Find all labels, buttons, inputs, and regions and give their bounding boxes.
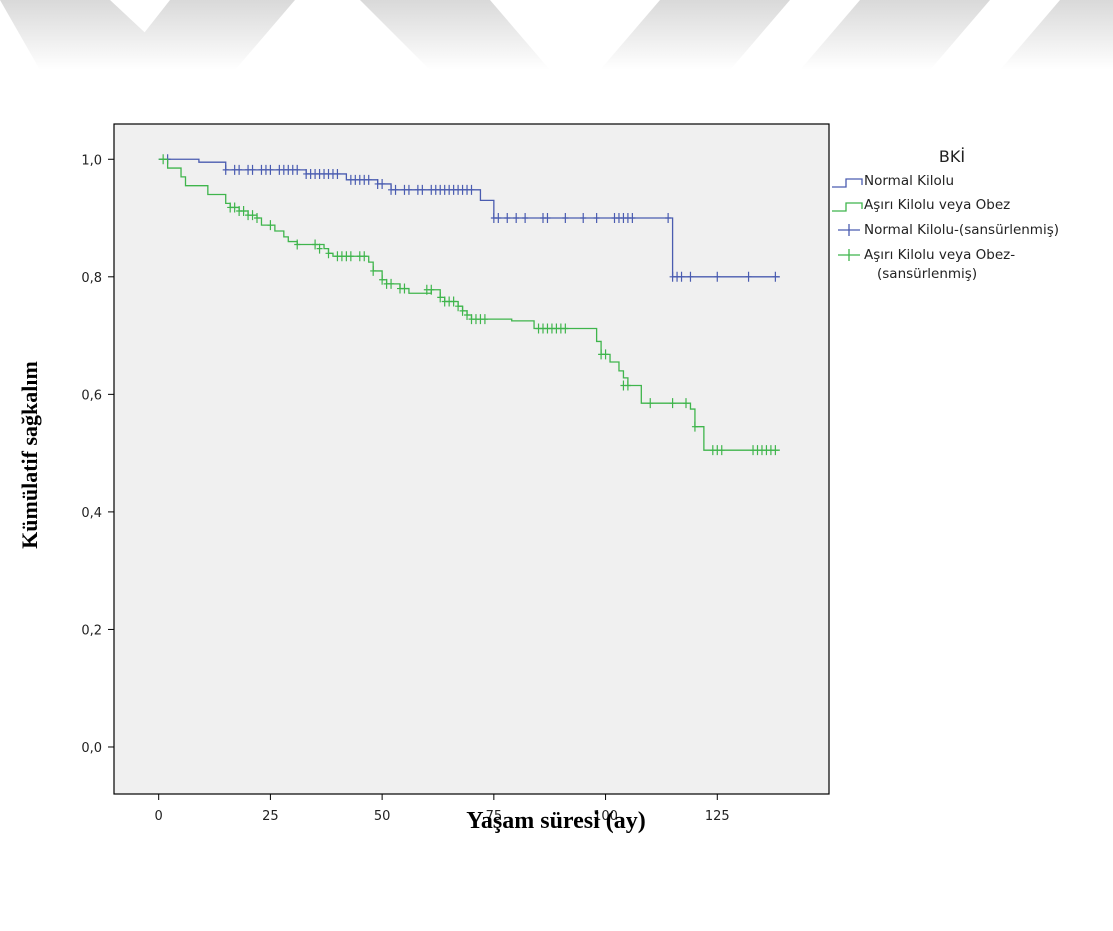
censor-mark-normal-kilolu bbox=[294, 164, 301, 175]
censor-mark-normal-kilolu bbox=[495, 213, 502, 224]
censor-mark-normal-kilolu bbox=[504, 213, 511, 224]
censor-mark-normal-kilolu bbox=[222, 164, 229, 175]
censor-mark-asiri-kilolu-veya-obez bbox=[455, 301, 462, 312]
x-tick-label: 0 bbox=[155, 809, 163, 824]
censor-mark-normal-kilolu bbox=[392, 184, 399, 195]
x-tick-label: 25 bbox=[262, 809, 279, 824]
x-axis-label: Yaşam süresi (ay) bbox=[466, 808, 646, 834]
x-tick-label: 100 bbox=[593, 809, 618, 824]
legend-line-swatch bbox=[832, 202, 863, 212]
censor-mark-asiri-kilolu-veya-obez bbox=[691, 421, 698, 432]
censor-mark-asiri-kilolu-veya-obez bbox=[379, 274, 386, 285]
censor-mark-asiri-kilolu-veya-obez bbox=[240, 205, 247, 216]
censor-mark-normal-kilolu bbox=[236, 164, 243, 175]
legend-entry-label-line2: (sansürlenmiş) bbox=[877, 266, 977, 282]
legend-line-swatch bbox=[832, 178, 863, 188]
legend-entry-label: Normal Kilolu bbox=[864, 173, 954, 189]
y-tick-label: 0,6 bbox=[81, 388, 102, 403]
censor-mark-normal-kilolu bbox=[678, 271, 685, 282]
censor-mark-normal-kilolu bbox=[745, 271, 752, 282]
censor-mark-asiri-kilolu-veya-obez bbox=[388, 278, 395, 289]
censor-mark-asiri-kilolu-veya-obez bbox=[464, 310, 471, 321]
censor-mark-asiri-kilolu-veya-obez bbox=[450, 296, 457, 307]
censor-mark-asiri-kilolu-veya-obez bbox=[231, 202, 238, 213]
censor-mark-normal-kilolu bbox=[714, 271, 721, 282]
censor-mark-normal-kilolu bbox=[379, 178, 386, 189]
y-tick-label: 0,8 bbox=[81, 271, 102, 286]
censor-mark-normal-kilolu bbox=[365, 174, 372, 185]
censor-mark-asiri-kilolu-veya-obez bbox=[647, 398, 654, 409]
censor-mark-asiri-kilolu-veya-obez bbox=[312, 239, 319, 250]
censor-mark-asiri-kilolu-veya-obez bbox=[316, 243, 323, 254]
censor-mark-asiri-kilolu-veya-obez bbox=[459, 305, 466, 316]
censor-mark-normal-kilolu bbox=[249, 164, 256, 175]
chart-legend: BKİ Normal Kilolu Aşırı Kilolu veya Obez No… bbox=[832, 147, 1059, 282]
background-watermark-stripes bbox=[0, 0, 1113, 70]
y-tick-label: 1,0 bbox=[81, 153, 102, 168]
censor-mark-normal-kilolu bbox=[522, 213, 529, 224]
censor-mark-normal-kilolu bbox=[405, 184, 412, 195]
censor-mark-normal-kilolu bbox=[544, 213, 551, 224]
plot-area bbox=[113, 123, 830, 795]
legend-censor-swatch bbox=[838, 249, 860, 261]
censor-mark-normal-kilolu bbox=[419, 184, 426, 195]
censor-mark-asiri-kilolu-veya-obez bbox=[267, 220, 274, 231]
legend-censor-swatch bbox=[838, 224, 860, 236]
censor-mark-asiri-kilolu-veya-obez bbox=[481, 314, 488, 325]
censor-mark-asiri-kilolu-veya-obez bbox=[249, 210, 256, 221]
censor-mark-normal-kilolu bbox=[665, 213, 672, 224]
y-axis-label: Kümülatif sağkalım bbox=[17, 361, 42, 549]
chart-series-layer bbox=[158, 154, 780, 456]
y-tick-label: 0,4 bbox=[81, 506, 102, 521]
x-tick-label: 75 bbox=[486, 809, 503, 824]
censor-mark-normal-kilolu bbox=[687, 271, 694, 282]
x-tick-label: 125 bbox=[705, 809, 730, 824]
y-tick-label: 0,2 bbox=[81, 623, 102, 638]
censor-mark-asiri-kilolu-veya-obez bbox=[718, 445, 725, 456]
censor-mark-asiri-kilolu-veya-obez bbox=[347, 251, 354, 262]
legend-title: BKİ bbox=[939, 147, 965, 166]
x-tick-label: 50 bbox=[374, 809, 391, 824]
censor-mark-asiri-kilolu-veya-obez bbox=[294, 239, 301, 250]
censor-mark-asiri-kilolu-veya-obez bbox=[325, 248, 332, 259]
censor-mark-asiri-kilolu-veya-obez bbox=[683, 398, 689, 409]
censor-mark-asiri-kilolu-veya-obez bbox=[624, 380, 631, 391]
censor-mark-normal-kilolu bbox=[562, 213, 569, 224]
censor-mark-asiri-kilolu-veya-obez bbox=[602, 349, 609, 360]
censor-mark-asiri-kilolu-veya-obez bbox=[772, 445, 779, 456]
censor-mark-normal-kilolu bbox=[468, 184, 475, 195]
censor-mark-normal-kilolu bbox=[593, 213, 600, 224]
chart-axes: 0 25 50 75 100 125 0,0 0,2 0,4 0,6 0,8 1,0 bbox=[81, 153, 729, 824]
censor-mark-asiri-kilolu-veya-obez bbox=[254, 213, 260, 224]
censor-mark-normal-kilolu bbox=[513, 213, 520, 224]
censor-mark-normal-kilolu bbox=[267, 164, 274, 175]
y-tick-label: 0,0 bbox=[81, 741, 102, 756]
censor-mark-asiri-kilolu-veya-obez bbox=[669, 398, 676, 409]
censor-mark-normal-kilolu bbox=[334, 168, 341, 179]
censor-mark-normal-kilolu bbox=[772, 271, 779, 282]
censor-mark-asiri-kilolu-veya-obez bbox=[401, 283, 408, 294]
censor-mark-asiri-kilolu-veya-obez bbox=[370, 265, 377, 276]
censor-mark-asiri-kilolu-veya-obez bbox=[428, 284, 435, 295]
legend-entry-label: Aşırı Kilolu veya Obez bbox=[864, 197, 1010, 213]
censor-mark-asiri-kilolu-veya-obez bbox=[361, 251, 368, 262]
legend-entry-label: Aşırı Kilolu veya Obez- bbox=[864, 247, 1015, 263]
censor-mark-normal-kilolu bbox=[580, 213, 587, 224]
legend-entry-label: Normal Kilolu-(sansürlenmiş) bbox=[864, 222, 1059, 238]
censor-mark-asiri-kilolu-veya-obez bbox=[437, 292, 444, 303]
censor-mark-normal-kilolu bbox=[629, 213, 636, 224]
censor-mark-asiri-kilolu-veya-obez bbox=[160, 154, 167, 165]
censor-mark-asiri-kilolu-veya-obez bbox=[562, 323, 569, 334]
